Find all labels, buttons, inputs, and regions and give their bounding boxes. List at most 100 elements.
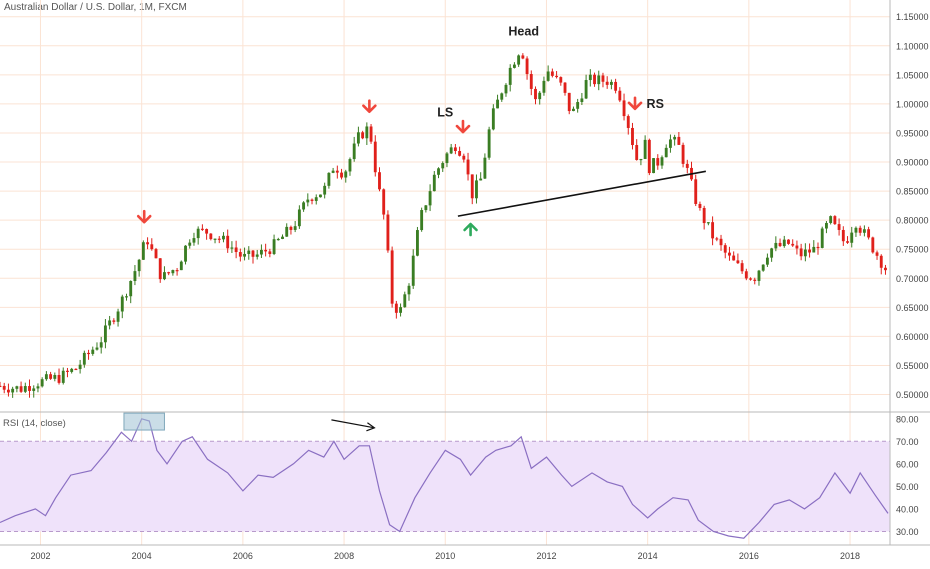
candle-body	[386, 214, 390, 251]
candle-body	[799, 248, 803, 257]
candle-body	[580, 98, 584, 103]
candle-body	[289, 226, 293, 230]
candle-body	[706, 222, 710, 224]
candle-body	[567, 92, 571, 112]
year-tick-label: 2002	[30, 551, 50, 561]
candle-body	[841, 229, 845, 242]
candle-body	[28, 386, 31, 391]
candle-body	[154, 249, 158, 259]
candle-body	[512, 64, 516, 68]
year-tick-label: 2016	[739, 551, 759, 561]
candle-body	[302, 202, 306, 210]
candle-body	[694, 179, 698, 204]
candle-body	[858, 227, 862, 233]
candle-body	[82, 352, 86, 365]
candle-body	[508, 67, 512, 85]
candle-body	[361, 132, 365, 139]
candle-body	[420, 210, 424, 231]
candles	[0, 53, 887, 398]
price-tick-label: 0.65000	[896, 303, 929, 313]
candle-body	[146, 242, 150, 245]
candle-body	[833, 216, 837, 225]
candle-body	[340, 172, 343, 178]
grid-lines	[0, 0, 890, 545]
candle-body	[732, 255, 736, 261]
candle-body	[116, 311, 120, 322]
candle-body	[40, 379, 44, 387]
candle-body	[226, 235, 230, 249]
candle-body	[774, 242, 778, 249]
rsi-divergence-arrowhead	[366, 422, 376, 432]
candle-body	[614, 81, 618, 91]
arrow-down-head	[136, 214, 152, 224]
candle-body	[837, 224, 841, 230]
arrow-down-head	[455, 124, 471, 134]
rsi-series	[0, 412, 889, 539]
candle-body	[517, 55, 521, 65]
price-tick-label: 0.55000	[896, 361, 929, 371]
candle-body	[293, 226, 297, 230]
candle-body	[753, 279, 757, 281]
candle-body	[479, 178, 483, 181]
candle-body	[369, 126, 373, 142]
candle-body	[542, 80, 546, 93]
candle-body	[879, 255, 883, 268]
candle-body	[179, 261, 183, 271]
price-tick-label: 0.60000	[896, 332, 929, 342]
candle-body	[268, 251, 272, 255]
candle-body	[184, 245, 187, 262]
candle-body	[639, 158, 643, 161]
candle-body	[631, 127, 634, 146]
candle-body	[622, 100, 626, 117]
candle-body	[761, 264, 765, 271]
candle-body	[297, 209, 301, 227]
price-tick-label: 1.05000	[896, 70, 929, 80]
candle-body	[546, 71, 550, 81]
candle-body	[378, 172, 381, 190]
candle-body	[559, 77, 563, 83]
year-tick-label: 2004	[132, 551, 152, 561]
candle-body	[11, 388, 15, 393]
candle-body	[74, 368, 78, 371]
candle-body	[125, 296, 128, 298]
candle-body	[23, 386, 27, 392]
candle-body	[660, 157, 664, 166]
candle-body	[66, 370, 69, 372]
candle-body	[255, 254, 259, 257]
candle-body	[0, 385, 2, 388]
price-tick-label: 0.95000	[896, 128, 929, 138]
candle-body	[483, 157, 487, 179]
candle-body	[344, 171, 348, 178]
candle-body	[584, 80, 588, 99]
rsi-band	[0, 440, 890, 532]
candle-body	[112, 320, 116, 322]
candle-body	[525, 58, 529, 75]
candle-body	[411, 255, 415, 286]
candle-body	[416, 230, 419, 256]
rsi-tick-label: 70.00	[896, 437, 919, 447]
pattern-label-ls: LS	[437, 106, 453, 120]
candle-body	[137, 259, 141, 272]
candle-body	[677, 136, 681, 145]
candle-body	[618, 90, 622, 101]
candle-body	[862, 229, 866, 233]
candle-body	[770, 248, 774, 258]
rsi-tick-label: 60.00	[896, 459, 919, 469]
price-tick-label: 0.75000	[896, 245, 929, 255]
candle-body	[91, 349, 95, 354]
candle-body	[188, 242, 192, 246]
candle-body	[141, 242, 145, 260]
price-tick-label: 0.70000	[896, 274, 929, 284]
candle-body	[453, 147, 457, 151]
candle-body	[711, 222, 715, 239]
candle-body	[238, 252, 242, 257]
candle-body	[593, 74, 596, 85]
price-tick-label: 0.90000	[896, 158, 929, 168]
candle-body	[314, 197, 318, 201]
rsi-title: RSI (14, close)	[3, 418, 66, 429]
rsi-tick-label: 80.00	[896, 414, 919, 424]
candle-body	[647, 139, 651, 174]
candle-body	[744, 271, 748, 279]
candle-body	[36, 386, 40, 389]
candle-body	[555, 75, 559, 78]
